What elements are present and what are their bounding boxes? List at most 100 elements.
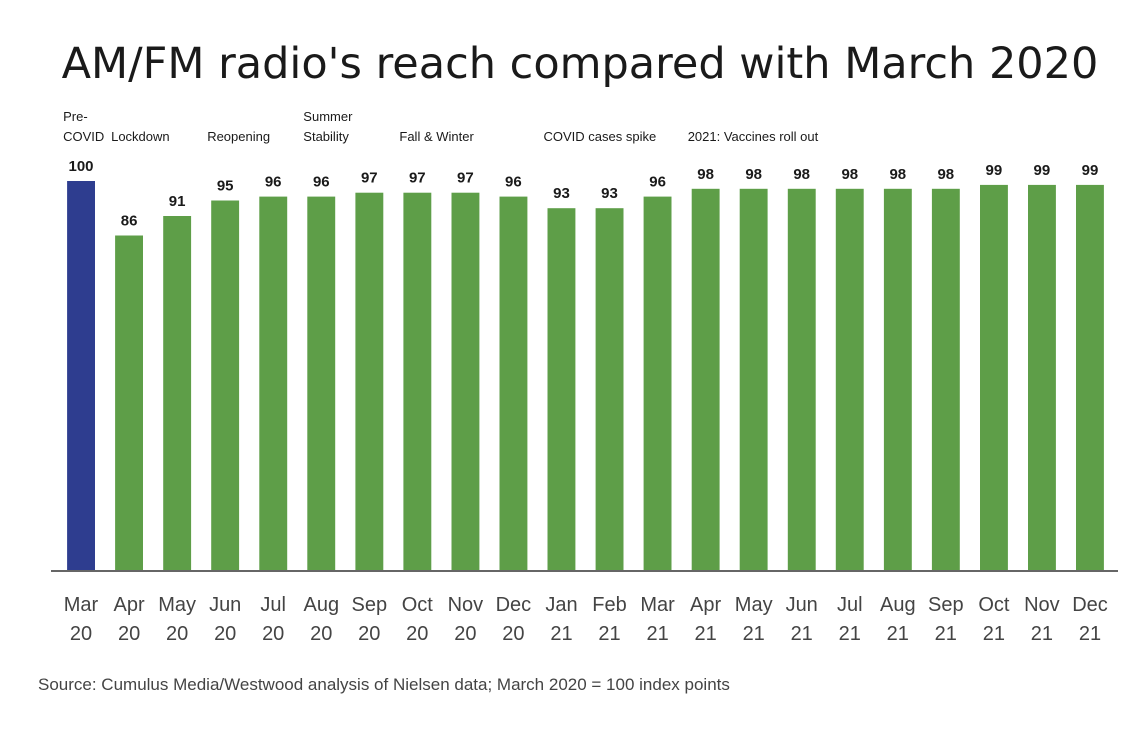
bar-value-label: 98 xyxy=(793,166,810,183)
bar-value-label: 99 xyxy=(986,162,1003,179)
bar-value-label: 96 xyxy=(265,174,282,191)
x-tick-label-year: 20 xyxy=(166,623,188,645)
x-tick-label-month: Aug xyxy=(880,594,916,616)
annotations-group: Pre- COVID Lockdown Reopening Summer Stabilit… xyxy=(63,109,819,144)
x-tick-label-month: Aug xyxy=(304,594,340,616)
x-tick-label-month: Mar xyxy=(64,594,99,616)
period-annotation: COVID cases spike xyxy=(544,129,657,144)
value-labels-group: 100 86 91 95 96 96 97 97 97 96 93 93 96 98 98 98 98 98 98 9… xyxy=(68,158,1098,230)
x-tick-label-month: Jan xyxy=(545,594,577,616)
bar-value-label: 98 xyxy=(745,166,762,183)
bar xyxy=(355,192,384,570)
x-tick-label-year: 21 xyxy=(839,623,861,645)
x-tick-label-year: 21 xyxy=(743,623,765,645)
period-annotation: Pre- xyxy=(63,109,88,124)
bar-value-label: 86 xyxy=(121,213,138,230)
bar xyxy=(883,188,912,571)
x-tick-label-year: 20 xyxy=(262,623,284,645)
x-tick-label-month: Apr xyxy=(690,594,721,616)
bar-value-label: 97 xyxy=(361,170,378,187)
bar xyxy=(739,188,768,571)
x-tick-label-month: Apr xyxy=(114,594,145,616)
x-tick-label-year: 20 xyxy=(358,623,380,645)
x-tick-label-month: May xyxy=(158,594,196,616)
bar xyxy=(451,192,480,570)
bar xyxy=(403,192,432,570)
bar-value-label: 96 xyxy=(505,174,522,191)
bar-value-label: 98 xyxy=(889,166,906,183)
bar xyxy=(691,188,720,571)
x-tick-label-year: 20 xyxy=(310,623,332,645)
bar xyxy=(307,196,336,570)
x-tick-label-month: Nov xyxy=(448,594,484,616)
chart-title: AM/FM radio's reach compared with March … xyxy=(62,39,1099,89)
bar-value-label: 98 xyxy=(937,166,954,183)
x-tick-label-year: 21 xyxy=(1079,623,1101,645)
x-tick-label-year: 21 xyxy=(935,623,957,645)
bar xyxy=(67,181,95,570)
x-tick-label-year: 20 xyxy=(214,623,236,645)
x-tick-label-year: 21 xyxy=(598,623,620,645)
bar-value-label: 91 xyxy=(169,193,186,210)
bar xyxy=(643,196,672,570)
source-note: Source: Cumulus Media/Westwood analysis … xyxy=(38,675,730,694)
period-annotation: Reopening xyxy=(207,129,270,144)
bar-value-label: 93 xyxy=(601,185,618,202)
x-tick-label-year: 21 xyxy=(887,623,909,645)
x-tick-label-year: 20 xyxy=(406,623,428,645)
bar-value-label: 99 xyxy=(1082,162,1099,179)
bar-value-label: 98 xyxy=(841,166,858,183)
x-tick-label-month: Sep xyxy=(928,594,964,616)
x-tick-label-month: Oct xyxy=(402,594,434,616)
x-tick-label-month: Jun xyxy=(209,594,241,616)
bar xyxy=(931,188,960,571)
x-tick-label-year: 21 xyxy=(983,623,1005,645)
bar-value-label: 97 xyxy=(409,170,426,187)
period-annotation: 2021: Vaccines roll out xyxy=(688,129,819,144)
x-tick-label-month: Sep xyxy=(352,594,388,616)
bar xyxy=(211,200,240,570)
x-tick-label-month: Feb xyxy=(592,594,626,616)
bar xyxy=(1076,184,1104,570)
period-annotation: Summer xyxy=(303,109,353,124)
bar-value-label: 96 xyxy=(313,174,330,191)
period-annotation: Lockdown xyxy=(111,129,170,144)
bar xyxy=(163,216,192,570)
bar xyxy=(595,208,624,570)
bar xyxy=(980,184,1008,570)
x-tick-label-year: 21 xyxy=(550,623,572,645)
tick-labels-group: Mar 20 Apr 20 May 20 Jun 20 Jul 20 Aug 20 Sep 20 Oct 20… xyxy=(64,594,1108,645)
x-tick-label-month: Dec xyxy=(496,594,532,616)
bars-group xyxy=(67,181,1104,571)
x-tick-label-year: 21 xyxy=(791,623,813,645)
x-tick-label-year: 21 xyxy=(694,623,716,645)
bar xyxy=(547,208,576,570)
x-tick-label-month: Jun xyxy=(786,594,818,616)
period-annotation: COVID xyxy=(63,129,104,144)
bar xyxy=(499,196,528,570)
bar xyxy=(1028,184,1056,570)
period-annotation: Fall & Winter xyxy=(399,129,474,144)
x-tick-label-month: Mar xyxy=(640,594,675,616)
x-tick-label-month: Oct xyxy=(978,594,1010,616)
bar-value-label: 98 xyxy=(697,166,714,183)
x-tick-label-month: Nov xyxy=(1024,594,1060,616)
bar xyxy=(115,235,143,570)
bar-value-label: 97 xyxy=(457,170,474,187)
x-tick-label-year: 20 xyxy=(118,623,140,645)
x-tick-label-month: Jul xyxy=(260,594,286,616)
bar-value-label: 93 xyxy=(553,185,570,202)
x-tick-label-year: 20 xyxy=(70,623,92,645)
x-tick-label-year: 20 xyxy=(502,623,524,645)
x-tick-label-month: Dec xyxy=(1072,594,1108,616)
bar-value-label: 100 xyxy=(68,158,93,175)
bar xyxy=(787,188,816,571)
bar-value-label: 95 xyxy=(217,178,234,195)
period-annotation: Stability xyxy=(303,129,349,144)
x-tick-label-year: 21 xyxy=(1031,623,1053,645)
x-tick-label-month: Jul xyxy=(837,594,863,616)
bar xyxy=(835,188,864,571)
bar xyxy=(259,196,288,570)
x-tick-label-month: May xyxy=(735,594,773,616)
